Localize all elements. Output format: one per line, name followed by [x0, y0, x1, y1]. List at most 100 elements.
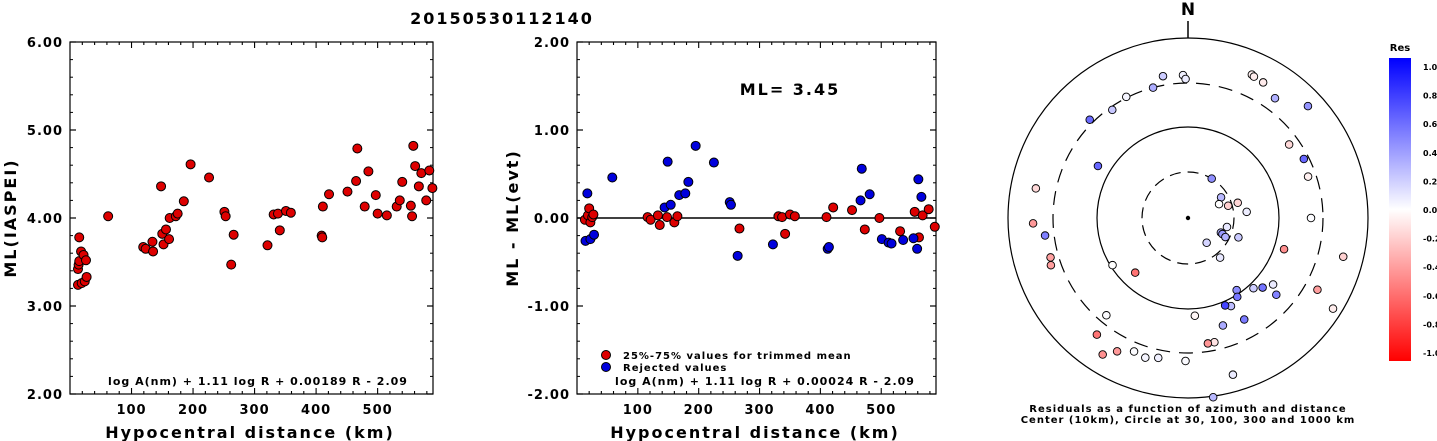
ring-300km — [1052, 82, 1324, 354]
station-residual-marker — [1028, 219, 1038, 228]
station-point — [262, 240, 273, 251]
colorbar-tick-label: 1.0 — [1423, 63, 1437, 72]
station-residual-marker — [1098, 350, 1107, 359]
residual-point — [895, 226, 906, 237]
station-residual-marker — [1303, 101, 1313, 111]
colorbar-tick-label: -0.8 — [1423, 320, 1437, 329]
station-residual-marker — [1190, 311, 1200, 321]
residual-point — [847, 205, 858, 216]
station-residual-marker — [1092, 330, 1102, 339]
station-residual-marker — [1108, 260, 1117, 270]
station-residual-marker — [1303, 172, 1313, 181]
station-point — [220, 211, 231, 222]
station-residual-marker — [1313, 285, 1322, 295]
residual-point — [645, 214, 656, 225]
residual-point — [725, 199, 736, 210]
residual-point — [916, 191, 927, 202]
colorbar-tick-label: 0.2 — [1423, 177, 1437, 186]
station-residual-marker — [1233, 292, 1242, 302]
station-residual-marker — [1249, 283, 1258, 293]
station-residual-marker — [1108, 105, 1117, 115]
station-residual-marker — [1215, 253, 1225, 262]
station-residual-marker — [1148, 83, 1158, 92]
colorbar-tick-label: 0.0 — [1423, 206, 1437, 215]
epicenter-marker — [1185, 215, 1191, 221]
residual-point — [908, 233, 919, 244]
legend-blue-marker — [601, 362, 611, 372]
legend-red-marker — [601, 350, 611, 360]
station-point — [408, 140, 419, 151]
legend-red-label: 25%-75% values for trimmed mean — [623, 351, 852, 362]
plot1-formula: log A(nm) + 1.11 log R + 0.00189 R - 2.0… — [108, 375, 408, 388]
plot1-xlabel: Hypocentral distance (km) — [105, 423, 395, 441]
colorbar-gradient — [1389, 58, 1411, 361]
x-tick-label: 100 — [116, 403, 146, 418]
plot1-ylabel: ML(IASPEI) — [1, 158, 20, 277]
residual-point — [652, 210, 663, 221]
station-point — [226, 259, 237, 270]
y-tick-label: 1.00 — [534, 124, 570, 139]
residual-point — [917, 210, 928, 221]
colorbar-title: Res — [1390, 43, 1410, 54]
station-residual-marker — [1223, 201, 1233, 210]
station-residual-marker — [1220, 301, 1230, 310]
residual-point — [662, 212, 673, 223]
station-point — [164, 234, 175, 245]
station-point — [285, 207, 296, 218]
ring-100km — [1096, 126, 1280, 310]
y-tick-label: 4.00 — [27, 212, 63, 227]
station-residual-marker — [1284, 140, 1294, 149]
station-residual-marker — [1122, 92, 1131, 102]
y-tick-label: 2.00 — [27, 388, 63, 403]
station-point — [424, 165, 435, 176]
station-point — [147, 236, 158, 247]
x-tick-label: 500 — [363, 403, 393, 418]
station-point — [74, 232, 85, 243]
north-label: N — [1181, 0, 1195, 20]
station-point — [372, 208, 383, 219]
residual-point — [859, 224, 870, 235]
residual-point — [789, 211, 800, 222]
residual-colorbar: Res 1.0 0.8 0.6 0.4 0.2 0.0 -0.2 -0.4 -0.6 -0.8 -1… — [1389, 43, 1437, 361]
residual-point — [823, 242, 834, 253]
station-point — [352, 143, 363, 154]
colorbar-tick-label: -0.6 — [1423, 292, 1437, 301]
station-residual-marker — [1130, 268, 1140, 277]
station-point — [351, 176, 362, 187]
legend-blue-label: Rejected values — [623, 363, 727, 374]
y-tick-label: 3.00 — [27, 300, 63, 315]
azimuth-residual-map: N Residuals as a function of azimuth and… — [1007, 0, 1369, 426]
station-point — [407, 211, 418, 222]
residual-point — [828, 202, 839, 213]
station-residual-marker — [1112, 347, 1122, 356]
residual-point — [607, 172, 618, 183]
station-point — [410, 161, 421, 172]
station-residual-marker — [1306, 213, 1316, 223]
x-tick-label: 200 — [178, 403, 208, 418]
x-tick-label: 500 — [866, 403, 896, 418]
residual-point — [708, 157, 719, 168]
residual-point — [913, 174, 924, 185]
station-point — [204, 172, 215, 183]
station-point — [274, 225, 285, 236]
station-residual-marker — [1239, 315, 1249, 324]
figure-title: 20150530112140 — [410, 9, 594, 28]
residual-point — [898, 235, 909, 245]
y-tick-label: 2.00 — [534, 36, 570, 51]
x-tick-label: 100 — [623, 403, 653, 418]
colorbar-tick-label: 0.8 — [1423, 92, 1437, 101]
station-point — [405, 200, 416, 211]
residual-point — [732, 250, 743, 261]
station-point — [421, 195, 432, 206]
station-residual-marker — [1299, 154, 1309, 164]
residual-point — [855, 195, 866, 206]
station-residual-marker — [1272, 290, 1281, 300]
y-tick-label: 6.00 — [27, 36, 63, 51]
residual-point — [912, 243, 923, 254]
map-caption-line2: Center (10km), Circle at 30, 100, 300 an… — [1021, 415, 1356, 426]
residual-point — [582, 188, 593, 199]
station-residual-marker — [1249, 72, 1259, 81]
station-residual-marker — [1222, 222, 1232, 232]
station-residual-marker — [1181, 74, 1190, 84]
station-point — [156, 181, 167, 192]
